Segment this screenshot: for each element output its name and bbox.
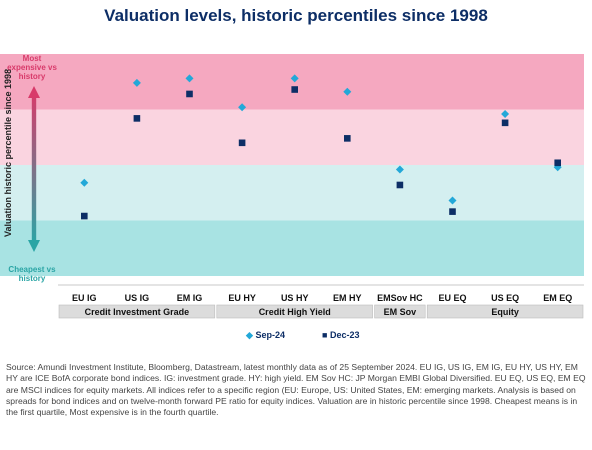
category-label-em-eq: EM EQ — [543, 293, 572, 303]
marker-dec-23-us-hy — [291, 86, 298, 93]
square-icon: ■ — [322, 330, 328, 340]
diamond-icon: ◆ — [246, 330, 253, 340]
marker-dec-23-em-hy — [344, 135, 351, 142]
marker-sep-24-eu-hy — [238, 103, 247, 112]
quartile-band-3 — [0, 109, 584, 165]
marker-sep-24-eu-ig — [80, 178, 89, 187]
group-label-credit-high-yield: Credit High Yield — [259, 307, 331, 317]
marker-sep-24-emsov-hc — [395, 165, 404, 174]
category-label-us-eq: US EQ — [491, 293, 519, 303]
group-box-equity — [426, 304, 584, 319]
quartile-band-4 — [0, 54, 584, 110]
marker-sep-24-em-hy — [343, 87, 352, 96]
chart-title: Valuation levels, historic percentiles s… — [104, 6, 488, 25]
category-label-us-ig: US IG — [125, 293, 150, 303]
marker-sep-24-em-ig — [185, 74, 194, 83]
group-label-credit-investment-grade: Credit Investment Grade — [85, 307, 190, 317]
category-label-eu-hy: EU HY — [228, 293, 256, 303]
chart-area: EU IG US IG EM IG EU HY US HY EM HY EMSov HC EU… — [0, 54, 584, 319]
marker-sep-24-us-hy — [290, 74, 299, 83]
marker-dec-23-em-ig — [186, 90, 193, 98]
legend-item-dec-23: ■ Dec-23 — [322, 330, 359, 340]
group-box-credit-investment-grade — [58, 304, 216, 319]
y-axis-label: Valuation historic percentile since 1998 — [3, 68, 13, 237]
marker-sep-24-eu-eq — [448, 196, 457, 205]
group-label-equity: Equity — [491, 307, 519, 317]
legend-label-dec-23: Dec-23 — [329, 330, 360, 340]
quartile-band-1 — [0, 220, 584, 276]
marker-sep-24-us-ig — [132, 78, 141, 87]
most-expensive-label: Most expensive vs history — [7, 54, 57, 81]
marker-dec-23-eu-ig — [81, 212, 88, 220]
group-box-em-sov — [374, 304, 426, 319]
marker-dec-23-eu-eq — [449, 208, 456, 215]
marker-dec-23-em-eq — [554, 159, 561, 167]
arrow-up-head — [28, 86, 40, 98]
marker-dec-23-us-ig — [133, 115, 141, 122]
category-label-em-hy: EM HY — [333, 293, 362, 303]
arrow-shaft — [31, 92, 37, 244]
group-box-credit-high-yield — [216, 304, 373, 319]
marker-sep-24-us-eq — [501, 109, 510, 118]
quartile-band-2 — [0, 165, 584, 221]
legend-label-sep-24: Sep-24 — [255, 330, 285, 340]
cheapest-label: Cheapest vs history — [8, 265, 56, 283]
legend-item-sep-24: ◆ Sep-24 — [246, 330, 285, 341]
category-label-em-ig: EM IG — [177, 293, 203, 303]
group-label-em-sov: EM Sov — [384, 307, 417, 317]
marker-dec-23-emsov-hc — [396, 181, 404, 189]
marker-dec-23-us-eq — [501, 119, 509, 127]
arrow-down-head — [28, 240, 40, 252]
category-label-eu-ig: EU IG — [72, 293, 97, 303]
source-note: Source: Amundi Investment Institute, Blo… — [6, 362, 586, 418]
category-label-emsov-hc: EMSov HC — [377, 293, 423, 303]
category-label-eu-eq: EU EQ — [438, 293, 466, 303]
category-label-us-hy: US HY — [281, 293, 309, 303]
marker-dec-23-eu-hy — [238, 139, 246, 147]
